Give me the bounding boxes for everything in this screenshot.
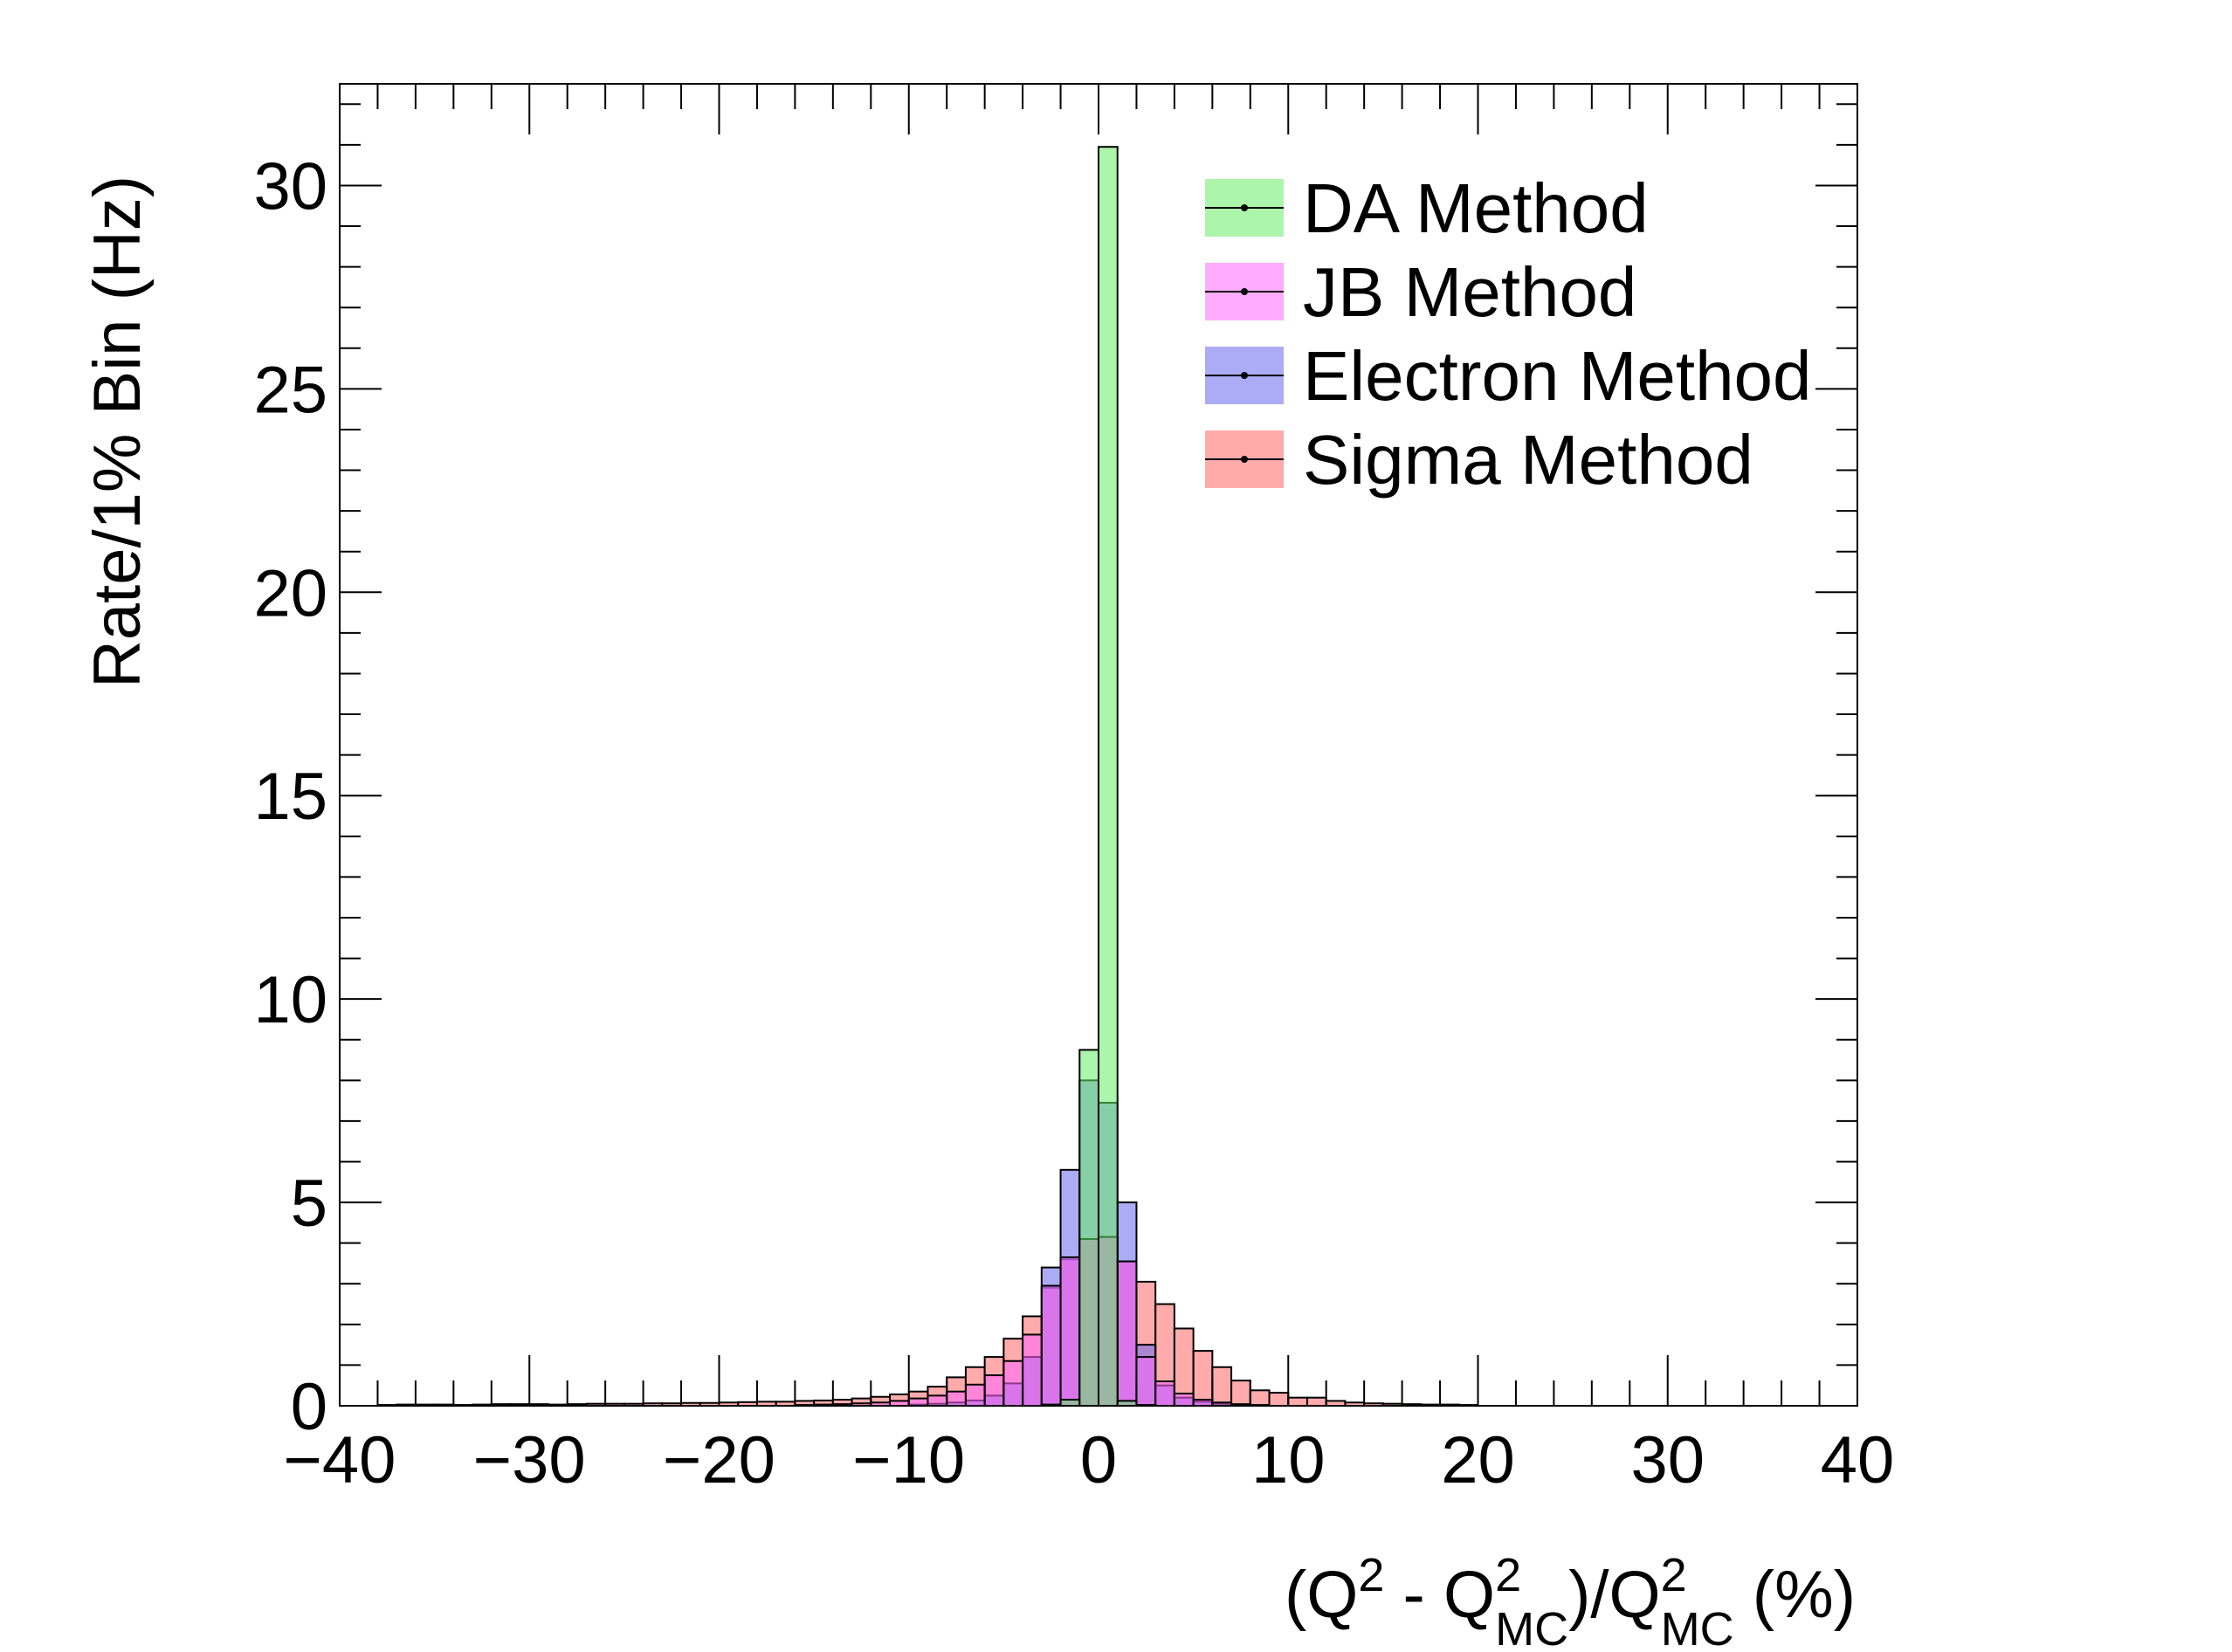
da-method-bar (1059, 1399, 1081, 1408)
jb-method-legend-marker (1241, 288, 1248, 295)
x-tick-label: 0 (1080, 1423, 1117, 1497)
jb-method-bar (1173, 1393, 1195, 1408)
x-tick-label: −30 (473, 1423, 586, 1497)
x-tick-label: 40 (1821, 1423, 1895, 1497)
jb-method-bar (1154, 1380, 1175, 1407)
sigma-method-bar (1305, 1396, 1327, 1408)
y-tick-label: 15 (253, 760, 327, 834)
jb-method-bar (1022, 1333, 1043, 1408)
jb-method-bar (983, 1374, 1005, 1407)
jb-method-bar (1002, 1359, 1024, 1408)
sigma-method-legend-marker (1241, 456, 1248, 463)
y-tick-label: 5 (291, 1167, 327, 1241)
da-method-bar (1098, 146, 1119, 1407)
jb-method-bar (907, 1397, 929, 1407)
y-axis-title: Rate/1% Bin (Hz) (80, 176, 155, 688)
jb-method-bar (1040, 1284, 1062, 1408)
sigma-method-bar (1287, 1396, 1308, 1408)
jb-method-bar (946, 1390, 967, 1408)
sigma-method-legend-label: Sigma Method (1303, 421, 1753, 499)
x-tick-label: 20 (1441, 1423, 1515, 1497)
electron-method-legend-label: Electron Method (1303, 337, 1812, 415)
y-tick-label: 25 (253, 353, 327, 427)
da-method-legend-label: DA Method (1303, 169, 1649, 247)
x-tick-label: 30 (1630, 1423, 1705, 1497)
jb-method-legend-label: JB Method (1303, 253, 1636, 331)
y-tick-label: 20 (253, 556, 327, 630)
x-axis-title: (Q2 - Q2 MC)/Q2 MC (%) (1285, 1549, 1856, 1652)
y-tick-label: 0 (291, 1370, 327, 1444)
da-method-bar (1078, 1049, 1100, 1408)
sigma-method-bar (1268, 1392, 1290, 1407)
electron-method-legend-marker (1241, 372, 1248, 379)
jb-method-bar (1192, 1399, 1214, 1408)
sigma-method-bar (1230, 1380, 1251, 1408)
sigma-method-bar (1249, 1389, 1271, 1408)
histogram-bars (376, 146, 1479, 1408)
jb-method-bar (964, 1383, 986, 1407)
x-tick-label: −40 (284, 1423, 396, 1497)
axis-tick-labels: −40 −30 −20 −10 0 10 20 30 40 0 5 10 15 20 25 30 (253, 149, 1894, 1497)
axis-ticks (339, 84, 1858, 1407)
jb-method-bar (1059, 1256, 1081, 1408)
jb-method-bar (1116, 1260, 1138, 1408)
y-tick-label: 10 (253, 963, 327, 1037)
sigma-method-bar (1211, 1366, 1233, 1408)
da-method-legend-marker (1241, 204, 1248, 211)
y-tick-label: 30 (253, 149, 327, 224)
sigma-method-bar (1192, 1350, 1214, 1407)
jb-method-bar (927, 1394, 948, 1408)
x-tick-label: −10 (852, 1423, 965, 1497)
jb-method-bar (1135, 1356, 1157, 1408)
x-tick-label: 10 (1251, 1423, 1326, 1497)
x-tick-label: −20 (663, 1423, 775, 1497)
